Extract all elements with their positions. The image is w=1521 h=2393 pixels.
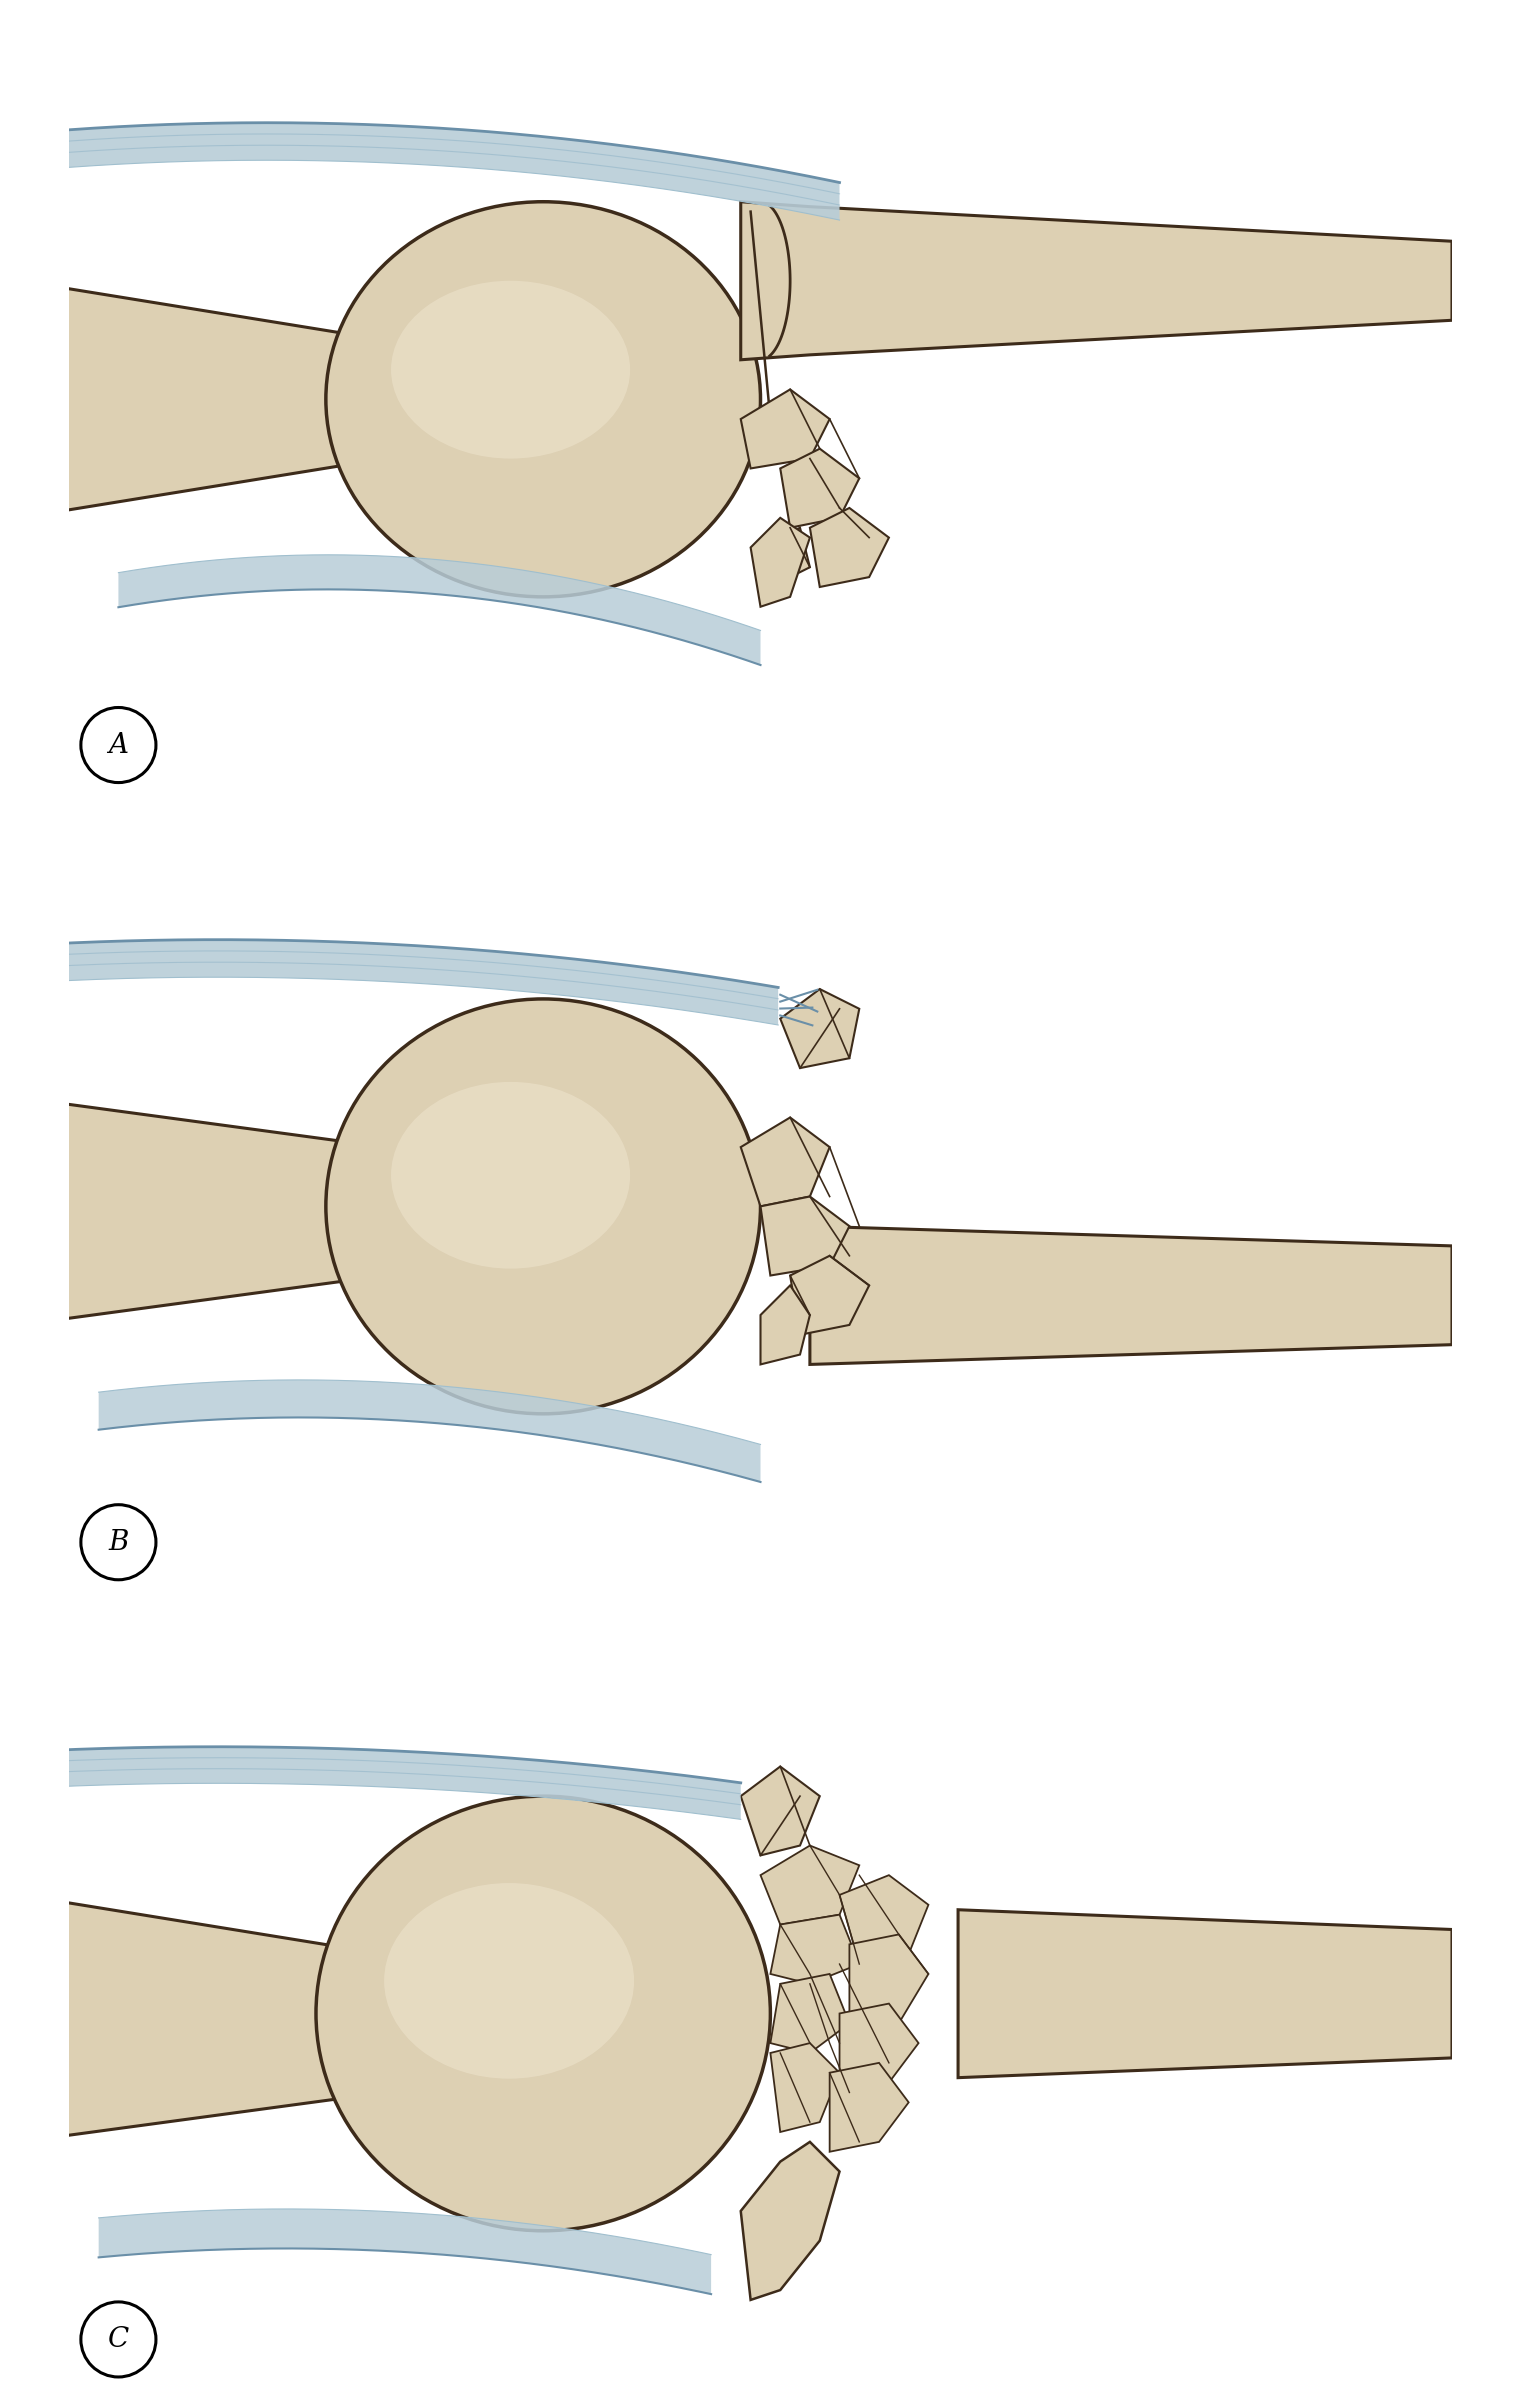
Polygon shape (849, 1934, 928, 2034)
Polygon shape (99, 1381, 760, 1481)
Polygon shape (20, 122, 840, 220)
Polygon shape (760, 529, 809, 586)
Polygon shape (760, 1285, 809, 1364)
Polygon shape (809, 507, 888, 586)
Ellipse shape (325, 998, 760, 1414)
Polygon shape (385, 349, 444, 450)
Polygon shape (741, 1766, 820, 1855)
Polygon shape (840, 1876, 928, 1965)
Polygon shape (741, 2142, 840, 2300)
Ellipse shape (385, 1883, 634, 2080)
Text: B: B (108, 1529, 129, 1555)
Polygon shape (760, 1196, 849, 1275)
Ellipse shape (316, 1797, 770, 2230)
Ellipse shape (391, 1082, 630, 1268)
Polygon shape (760, 1845, 859, 1924)
Polygon shape (958, 1910, 1453, 2077)
Polygon shape (770, 1974, 849, 2053)
Text: A: A (108, 732, 128, 759)
Polygon shape (809, 1225, 1453, 1364)
Ellipse shape (391, 280, 630, 459)
Polygon shape (780, 988, 859, 1067)
Polygon shape (770, 1914, 859, 1984)
Polygon shape (20, 1098, 385, 1326)
Polygon shape (20, 280, 385, 517)
Polygon shape (751, 517, 809, 608)
Polygon shape (780, 450, 859, 529)
Polygon shape (20, 1747, 741, 1819)
Text: C: C (108, 2326, 129, 2352)
Polygon shape (376, 1146, 444, 1275)
Polygon shape (770, 2044, 840, 2132)
Ellipse shape (325, 201, 760, 596)
Polygon shape (789, 1256, 868, 1335)
Polygon shape (119, 555, 760, 665)
Polygon shape (376, 1955, 444, 2091)
Polygon shape (20, 1895, 385, 2142)
Polygon shape (840, 2003, 919, 2091)
Polygon shape (741, 201, 1453, 359)
Polygon shape (345, 340, 415, 459)
Polygon shape (20, 940, 779, 1024)
Polygon shape (829, 2063, 908, 2151)
Polygon shape (741, 390, 829, 469)
Polygon shape (99, 2209, 712, 2295)
Polygon shape (741, 1118, 829, 1206)
